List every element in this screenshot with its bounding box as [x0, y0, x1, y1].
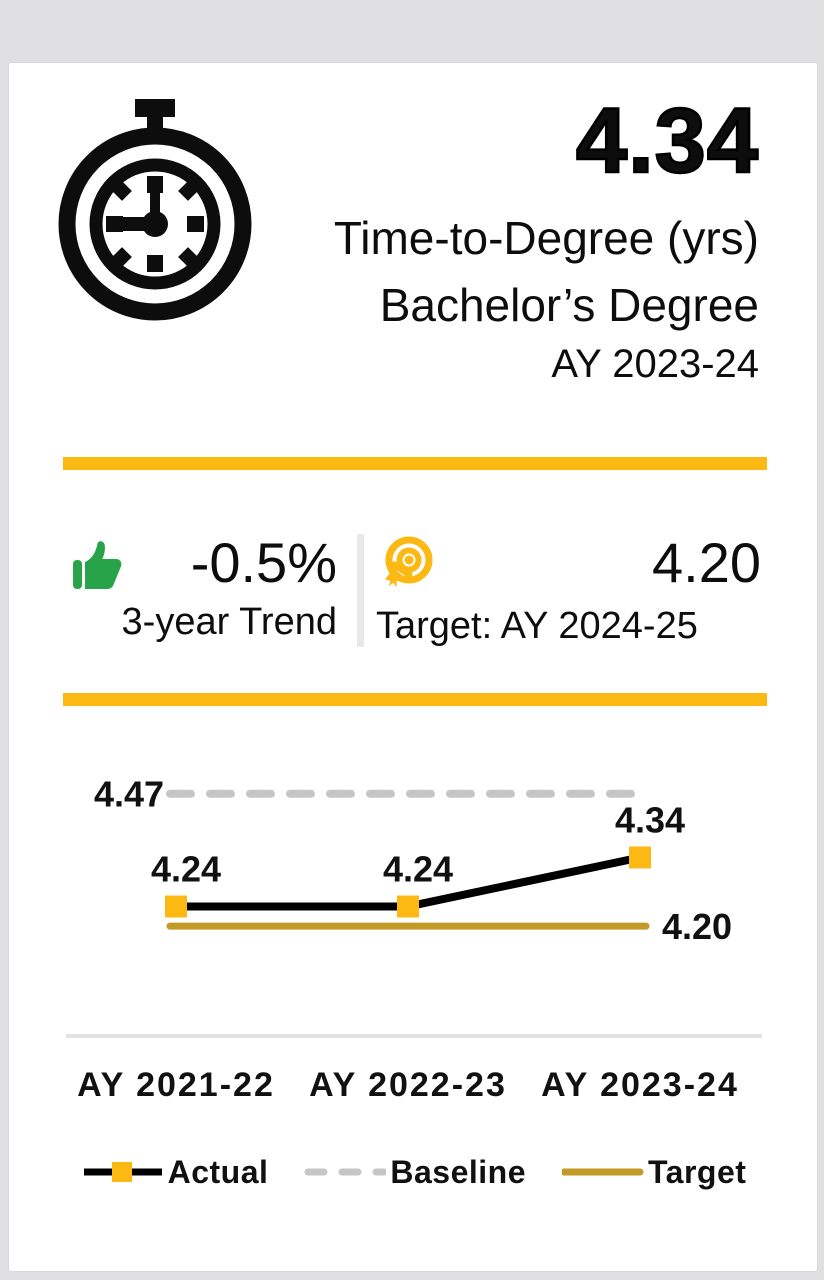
legend-item-actual[interactable]: Actual — [82, 1154, 269, 1191]
axis-label: AY 2023-24 — [541, 1065, 739, 1104]
actual-swatch-icon — [83, 1162, 162, 1183]
axis-label: AY 2021-22 — [77, 1065, 275, 1104]
svg-text:4.24: 4.24 — [151, 848, 221, 889]
target-label: Target: AY 2024-25 — [376, 604, 698, 647]
kpi-header: 4.34 Time-to-Degree (yrs) Bachelor’s Deg… — [9, 63, 817, 391]
trend-section: -0.5% 3-year Trend — [9, 532, 357, 649]
kpi-period: AY 2023-24 — [551, 341, 759, 386]
gold-divider-top — [63, 456, 767, 470]
legend-label: Baseline — [390, 1153, 526, 1190]
target-section: 4.20 Target: AY 2024-25 — [364, 532, 817, 649]
target-value: 4.20 — [652, 530, 761, 594]
trend-chart[interactable]: 4.47 4.20 4.24 4.24 4.34 AY 2021-22 AY 2022-2… — [64, 730, 764, 1191]
baseline-swatch-icon — [304, 1168, 387, 1176]
chart-legend: Actual Baseline Target — [64, 1154, 764, 1191]
svg-text:4.47: 4.47 — [94, 773, 164, 814]
trend-target-row: -0.5% 3-year Trend — [9, 532, 817, 649]
kpi-submetric: Bachelor’s Degree — [379, 278, 759, 331]
bullseye-icon — [376, 532, 436, 601]
legend-item-baseline[interactable]: Baseline — [304, 1154, 526, 1191]
svg-text:4.34: 4.34 — [615, 799, 685, 840]
legend-label: Target — [648, 1153, 747, 1190]
stopwatch-icon — [55, 93, 265, 391]
legend-label: Actual — [167, 1153, 269, 1190]
kpi-card: 4.34 Time-to-Degree (yrs) Bachelor’s Deg… — [8, 62, 818, 1272]
kpi-value: 4.34 — [575, 90, 760, 192]
svg-text:4.20: 4.20 — [662, 906, 732, 947]
trend-value: -0.5% — [190, 530, 337, 594]
thumbs-up-icon — [71, 532, 125, 597]
target-swatch-icon — [562, 1168, 644, 1176]
legend-item-target[interactable]: Target — [562, 1154, 746, 1191]
gold-divider-bottom — [63, 692, 767, 706]
axis-divider — [66, 1033, 762, 1038]
trend-label: 3-year Trend — [121, 600, 337, 643]
axis-label: AY 2022-23 — [309, 1065, 507, 1104]
vertical-divider — [357, 533, 364, 647]
kpi-metric-name: Time-to-Degree (yrs) — [333, 211, 759, 264]
x-axis-labels: AY 2021-22 AY 2022-23 AY 2023-24 — [64, 1066, 764, 1112]
svg-text:4.24: 4.24 — [383, 848, 453, 889]
trend-chart-svg[interactable]: 4.47 4.20 4.24 4.24 4.34 — [64, 730, 764, 1034]
